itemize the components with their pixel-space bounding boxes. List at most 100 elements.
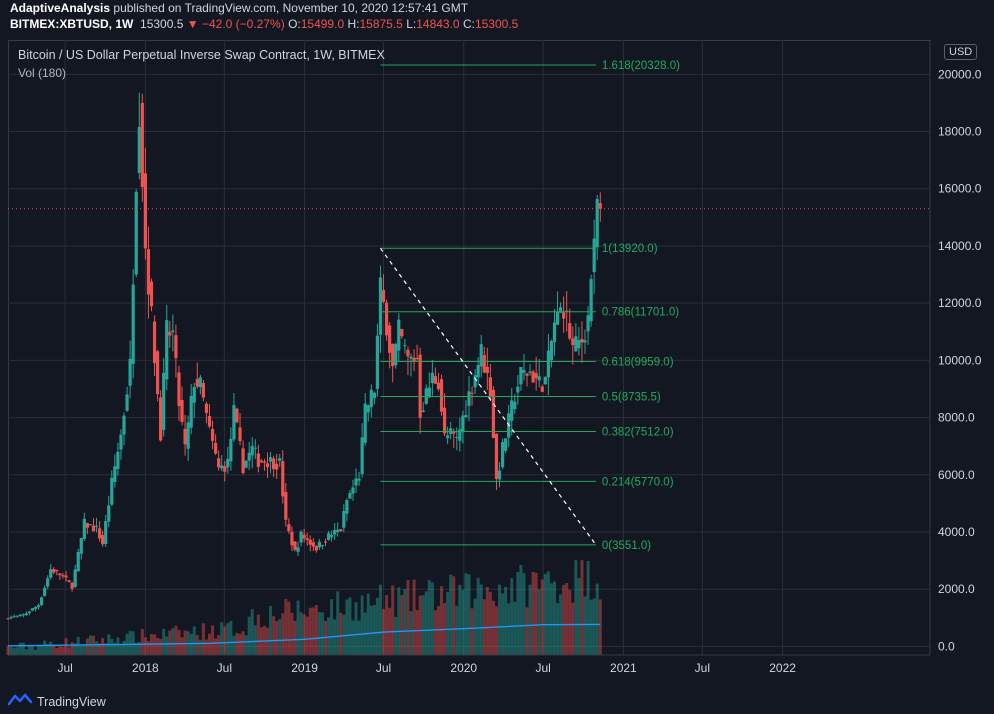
candle-body bbox=[88, 524, 93, 526]
candle-body bbox=[391, 343, 395, 367]
candle-body bbox=[412, 357, 416, 363]
candle-body bbox=[143, 173, 147, 249]
candle-body bbox=[574, 336, 578, 352]
grid bbox=[8, 40, 930, 655]
volume-bar bbox=[18, 642, 22, 655]
volume-bar bbox=[562, 584, 566, 655]
volume-bar bbox=[256, 614, 260, 655]
currency-button[interactable]: USD bbox=[944, 44, 978, 60]
volume-legend[interactable]: Vol (180) bbox=[18, 66, 67, 80]
candle-body bbox=[473, 375, 477, 388]
volume-bar bbox=[110, 638, 114, 655]
volume-bar bbox=[116, 637, 120, 655]
high-label: H: bbox=[347, 17, 360, 31]
candle-body bbox=[85, 523, 89, 528]
volume-bar bbox=[375, 597, 379, 655]
volume-bar bbox=[79, 645, 83, 655]
volume-bar bbox=[537, 589, 541, 655]
volume-bar bbox=[339, 612, 343, 655]
candle-body bbox=[198, 377, 202, 388]
candle-body bbox=[296, 547, 300, 552]
volume-bar bbox=[565, 583, 569, 655]
volume-bar bbox=[519, 565, 523, 655]
volume-bar bbox=[177, 629, 181, 655]
volume-bar bbox=[473, 598, 477, 655]
volume-bar bbox=[317, 612, 321, 655]
candle-body bbox=[46, 578, 50, 587]
candle-body bbox=[39, 597, 44, 606]
volume-bar bbox=[146, 641, 150, 655]
low-label: L: bbox=[406, 17, 417, 31]
volume-bar bbox=[330, 599, 334, 655]
candle-body bbox=[201, 383, 205, 398]
volume-bar bbox=[214, 638, 218, 655]
volume-bar bbox=[21, 642, 25, 655]
author-name[interactable]: AdaptiveAnalysis bbox=[10, 1, 111, 15]
candle-body bbox=[461, 415, 465, 433]
down-arrow-icon: ▼ bbox=[186, 17, 199, 31]
volume-bar bbox=[513, 601, 517, 655]
x-tick-label: 2018 bbox=[132, 661, 159, 675]
volume-bar bbox=[195, 635, 199, 655]
candle-body bbox=[470, 392, 474, 394]
volume-bar bbox=[189, 634, 193, 655]
volume-bar bbox=[311, 607, 315, 655]
volume-bar bbox=[269, 606, 273, 655]
candle-body bbox=[400, 329, 404, 337]
candle-body bbox=[439, 379, 444, 412]
candle-body bbox=[403, 344, 407, 346]
candle-body bbox=[397, 319, 401, 351]
candle-body bbox=[381, 289, 386, 302]
candle-body bbox=[82, 518, 86, 539]
candle-body bbox=[168, 331, 172, 336]
volume-bar bbox=[528, 584, 532, 655]
volume-bar bbox=[198, 639, 202, 655]
volume-bar bbox=[556, 602, 560, 655]
volume-bar bbox=[440, 586, 444, 655]
symbol-label: BITMEX:XBTUSD, 1W bbox=[10, 17, 134, 31]
candle-body bbox=[421, 410, 425, 413]
candle-body bbox=[174, 335, 178, 359]
volume-bar bbox=[49, 641, 53, 655]
x-tick-label: Jul bbox=[217, 661, 232, 675]
candle-body bbox=[192, 387, 196, 403]
candle-body bbox=[488, 377, 492, 397]
volume-bar bbox=[70, 642, 74, 655]
candle-body bbox=[555, 311, 560, 325]
candle-body bbox=[67, 580, 71, 582]
candle-body bbox=[177, 372, 181, 407]
candle-body bbox=[580, 338, 584, 343]
volume-bar bbox=[101, 638, 105, 655]
volume-bar bbox=[272, 616, 276, 655]
candle-body bbox=[149, 281, 154, 307]
candle-body bbox=[107, 505, 111, 522]
candle-body bbox=[293, 541, 297, 550]
chart-pane[interactable] bbox=[8, 40, 931, 656]
volume-bar bbox=[549, 583, 553, 655]
candle-body bbox=[36, 605, 41, 608]
volume-bar bbox=[409, 611, 413, 655]
candle-body bbox=[43, 587, 47, 596]
candle-body bbox=[427, 387, 431, 398]
candle-body bbox=[458, 429, 462, 441]
series-legend-title[interactable]: Bitcoin / US Dollar Perpetual Inverse Sw… bbox=[18, 48, 385, 62]
candle-body bbox=[186, 422, 190, 449]
candle-body bbox=[204, 403, 209, 413]
candle-body bbox=[595, 199, 599, 248]
tradingview-brand[interactable]: TradingView bbox=[7, 692, 106, 711]
y-tick-label: 12000.0 bbox=[938, 296, 982, 310]
volume-bar bbox=[52, 644, 56, 655]
volume-bar bbox=[302, 614, 306, 655]
volume-bar bbox=[220, 622, 224, 655]
x-tick-label: Jul bbox=[376, 661, 391, 675]
volume-bar bbox=[589, 599, 593, 655]
high-value: 15875.5 bbox=[359, 17, 403, 31]
volume-bar bbox=[281, 613, 285, 655]
volume-bar bbox=[131, 631, 135, 655]
candle-body bbox=[479, 344, 483, 367]
volume-bar bbox=[137, 641, 141, 655]
candle-body bbox=[552, 322, 557, 343]
volume-bar bbox=[238, 633, 242, 655]
volume-bar bbox=[40, 645, 44, 655]
